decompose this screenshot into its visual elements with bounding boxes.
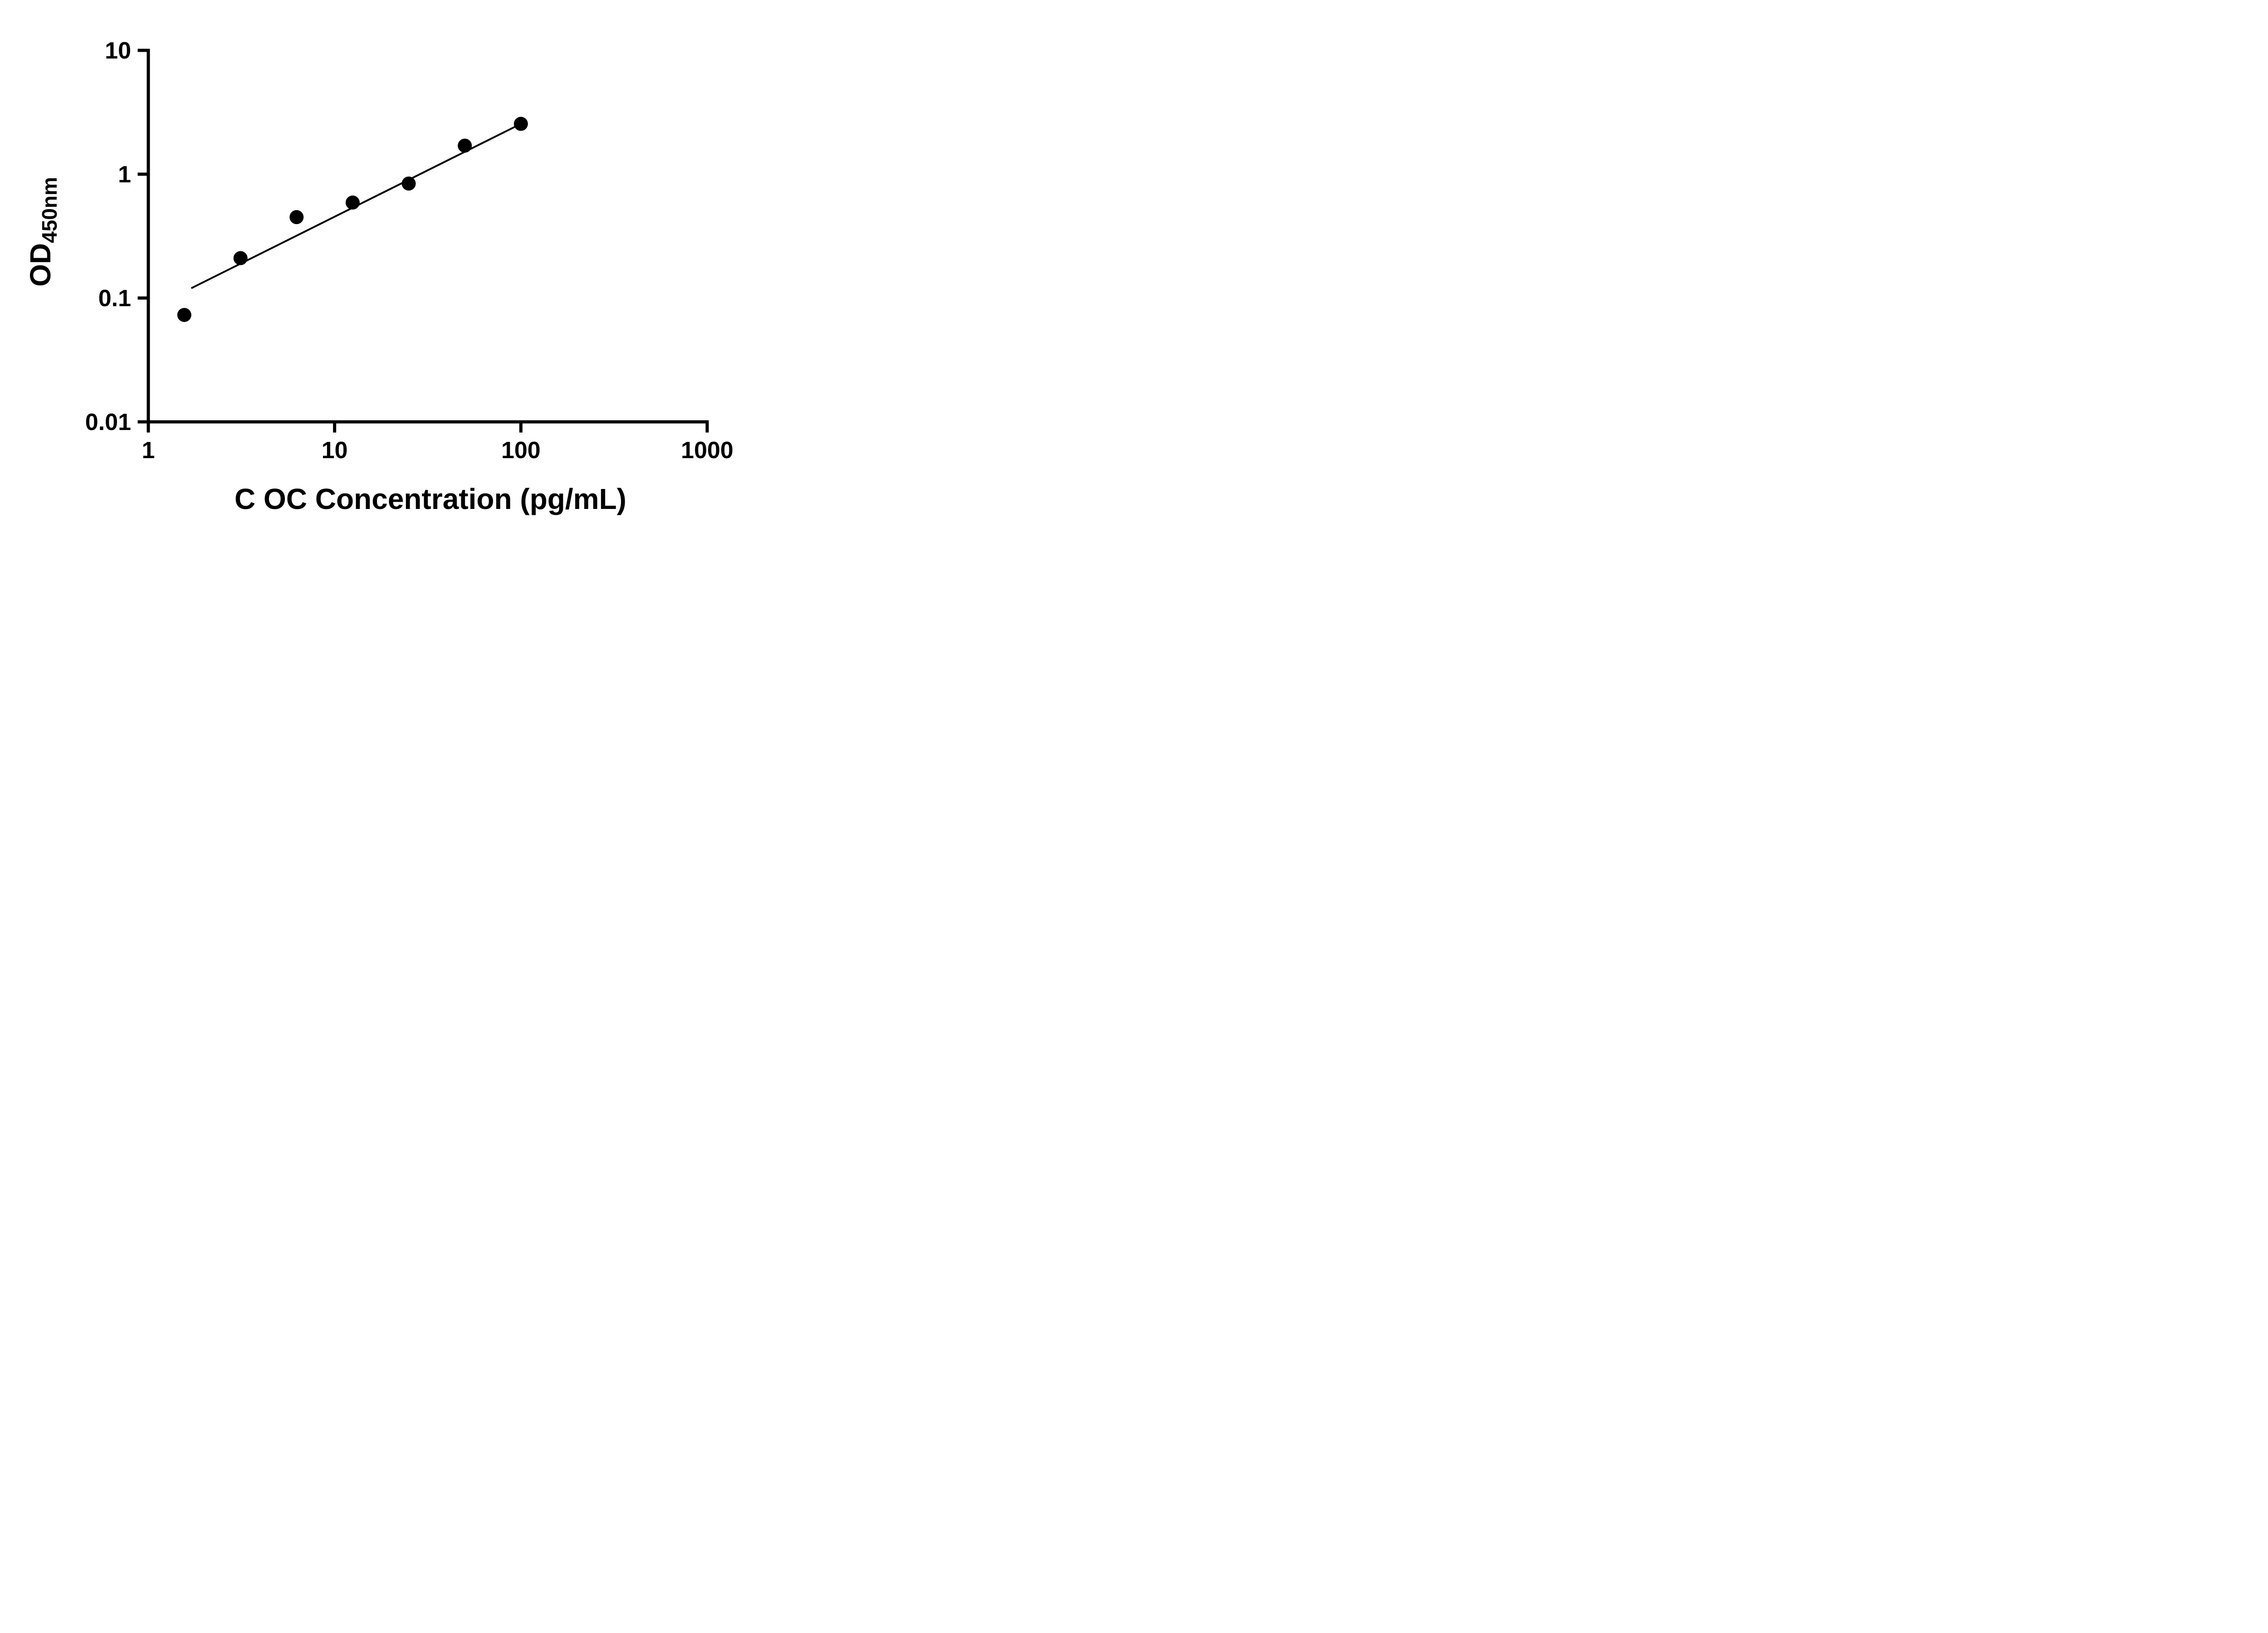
- y-axis-title-main: OD: [24, 243, 57, 287]
- y-tick-label: 10: [105, 38, 131, 64]
- tick-labels: 1 10 100 1000 0.01 0.1 1 10: [85, 38, 733, 464]
- data-point: [513, 117, 528, 131]
- x-tick-label: 1000: [681, 437, 733, 464]
- data-point: [233, 251, 248, 265]
- data-point: [177, 308, 191, 322]
- x-tick-label: 1: [142, 437, 155, 464]
- points-group: [177, 117, 528, 322]
- data-point: [458, 138, 472, 153]
- data-point: [401, 176, 416, 191]
- chart-svg: 1 10 100 1000 0.01 0.1 1 10 C OC Concentration …: [24, 38, 733, 515]
- tick-marks: [137, 49, 709, 433]
- x-axis-title: C OC Concentration (pg/mL): [235, 483, 626, 515]
- y-axis-title-subscript: 450nm: [38, 177, 61, 243]
- y-axis-title: OD450nm: [24, 177, 61, 287]
- y-tick-label: 0.01: [85, 409, 131, 435]
- axis-frame: [147, 49, 709, 424]
- chart-page: 1 10 100 1000 0.01 0.1 1 10 C OC Concentration …: [0, 0, 777, 544]
- axis-lines: [147, 49, 709, 424]
- data-point: [345, 196, 360, 210]
- y-tick-label: 1: [118, 161, 131, 188]
- data-point: [289, 210, 304, 225]
- x-tick-label: 100: [501, 437, 541, 464]
- y-tick-label: 0.1: [98, 285, 131, 312]
- x-tick-label: 10: [322, 437, 348, 464]
